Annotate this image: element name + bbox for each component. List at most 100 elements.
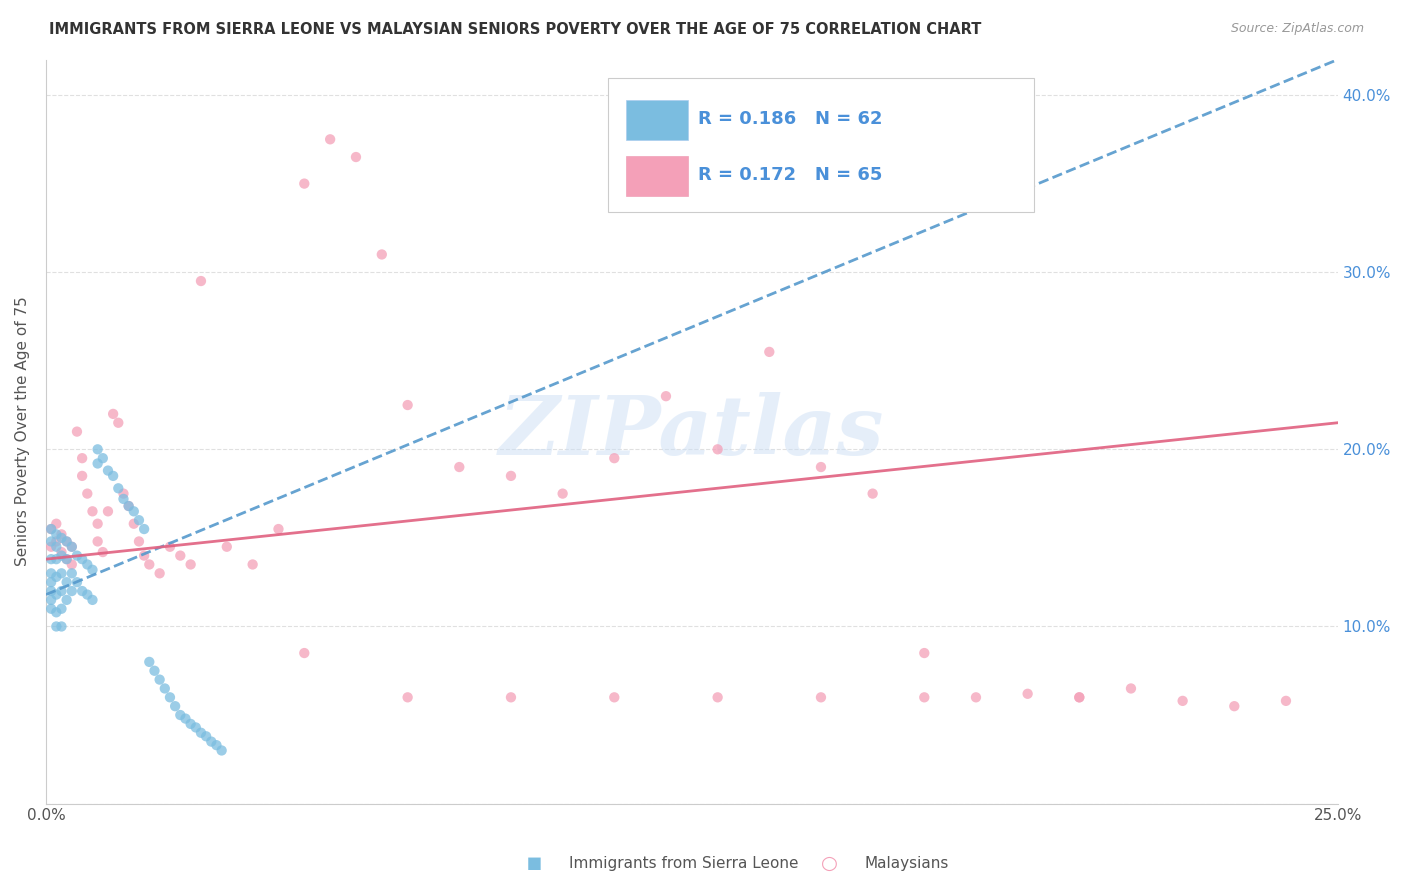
Point: [180, 717, 202, 731]
Point: [138, 558, 160, 572]
FancyBboxPatch shape: [626, 100, 688, 140]
Point: [51, 549, 73, 563]
Point: [912, 690, 935, 705]
Point: [195, 729, 218, 743]
Point: [39, 575, 62, 590]
Point: [82, 563, 104, 577]
Text: ○: ○: [821, 854, 838, 873]
Point: [174, 712, 197, 726]
Point: [603, 451, 626, 466]
Point: [39, 522, 62, 536]
Point: [76, 588, 98, 602]
Point: [267, 522, 290, 536]
Point: [149, 566, 172, 581]
Point: [86, 516, 108, 531]
Point: [1069, 690, 1091, 705]
Point: [180, 558, 202, 572]
Point: [134, 522, 156, 536]
Point: [39, 601, 62, 615]
Point: [66, 425, 89, 439]
Point: [82, 593, 104, 607]
Point: [70, 584, 93, 599]
Text: IMMIGRANTS FROM SIERRA LEONE VS MALAYSIAN SENIORS POVERTY OVER THE AGE OF 75 COR: IMMIGRANTS FROM SIERRA LEONE VS MALAYSIA…: [49, 22, 981, 37]
Point: [706, 442, 728, 457]
Point: [39, 534, 62, 549]
Text: ▪: ▪: [526, 852, 543, 875]
Point: [1275, 694, 1298, 708]
Point: [396, 690, 419, 705]
Point: [499, 469, 522, 483]
Point: [91, 451, 114, 466]
Point: [242, 558, 264, 572]
Point: [86, 442, 108, 457]
Point: [60, 566, 83, 581]
Point: [211, 743, 233, 757]
Point: [82, 504, 104, 518]
Text: R = 0.186   N = 62: R = 0.186 N = 62: [699, 110, 883, 128]
Text: R = 0.172   N = 65: R = 0.172 N = 65: [699, 166, 883, 184]
Point: [200, 734, 222, 748]
Point: [101, 407, 124, 421]
Point: [122, 504, 145, 518]
Point: [912, 646, 935, 660]
Point: [499, 690, 522, 705]
Point: [60, 558, 83, 572]
Point: [122, 516, 145, 531]
Point: [86, 457, 108, 471]
Point: [45, 540, 67, 554]
Point: [101, 469, 124, 483]
Point: [1017, 687, 1039, 701]
Point: [39, 593, 62, 607]
Point: [128, 534, 150, 549]
Point: [371, 247, 394, 261]
Point: [45, 588, 67, 602]
Point: [45, 527, 67, 541]
Point: [39, 566, 62, 581]
Point: [60, 540, 83, 554]
Point: [45, 516, 67, 531]
Point: [107, 481, 129, 495]
Point: [51, 531, 73, 545]
Point: [153, 681, 176, 696]
Point: [117, 499, 139, 513]
Point: [165, 699, 187, 714]
Point: [70, 469, 93, 483]
Point: [45, 534, 67, 549]
Point: [51, 545, 73, 559]
Point: [1171, 694, 1194, 708]
Point: [603, 690, 626, 705]
Point: [55, 593, 77, 607]
Point: [55, 534, 77, 549]
Point: [112, 491, 135, 506]
Point: [810, 460, 832, 475]
Point: [215, 540, 238, 554]
Point: [190, 725, 212, 739]
Point: [51, 584, 73, 599]
FancyBboxPatch shape: [607, 78, 1033, 212]
Point: [45, 570, 67, 584]
Point: [965, 690, 987, 705]
Point: [39, 540, 62, 554]
Point: [97, 464, 120, 478]
Point: [70, 552, 93, 566]
Point: [344, 150, 367, 164]
Text: ZIPatlas: ZIPatlas: [499, 392, 884, 472]
Point: [51, 566, 73, 581]
FancyBboxPatch shape: [626, 155, 688, 195]
Point: [70, 451, 93, 466]
Point: [45, 605, 67, 619]
Point: [138, 655, 160, 669]
Point: [169, 549, 191, 563]
Point: [159, 540, 181, 554]
Point: [396, 398, 419, 412]
Point: [112, 486, 135, 500]
Point: [449, 460, 471, 475]
Point: [159, 690, 181, 705]
Point: [117, 499, 139, 513]
Point: [86, 534, 108, 549]
Point: [66, 549, 89, 563]
Point: [149, 673, 172, 687]
Point: [76, 558, 98, 572]
Point: [91, 545, 114, 559]
Point: [1069, 690, 1091, 705]
